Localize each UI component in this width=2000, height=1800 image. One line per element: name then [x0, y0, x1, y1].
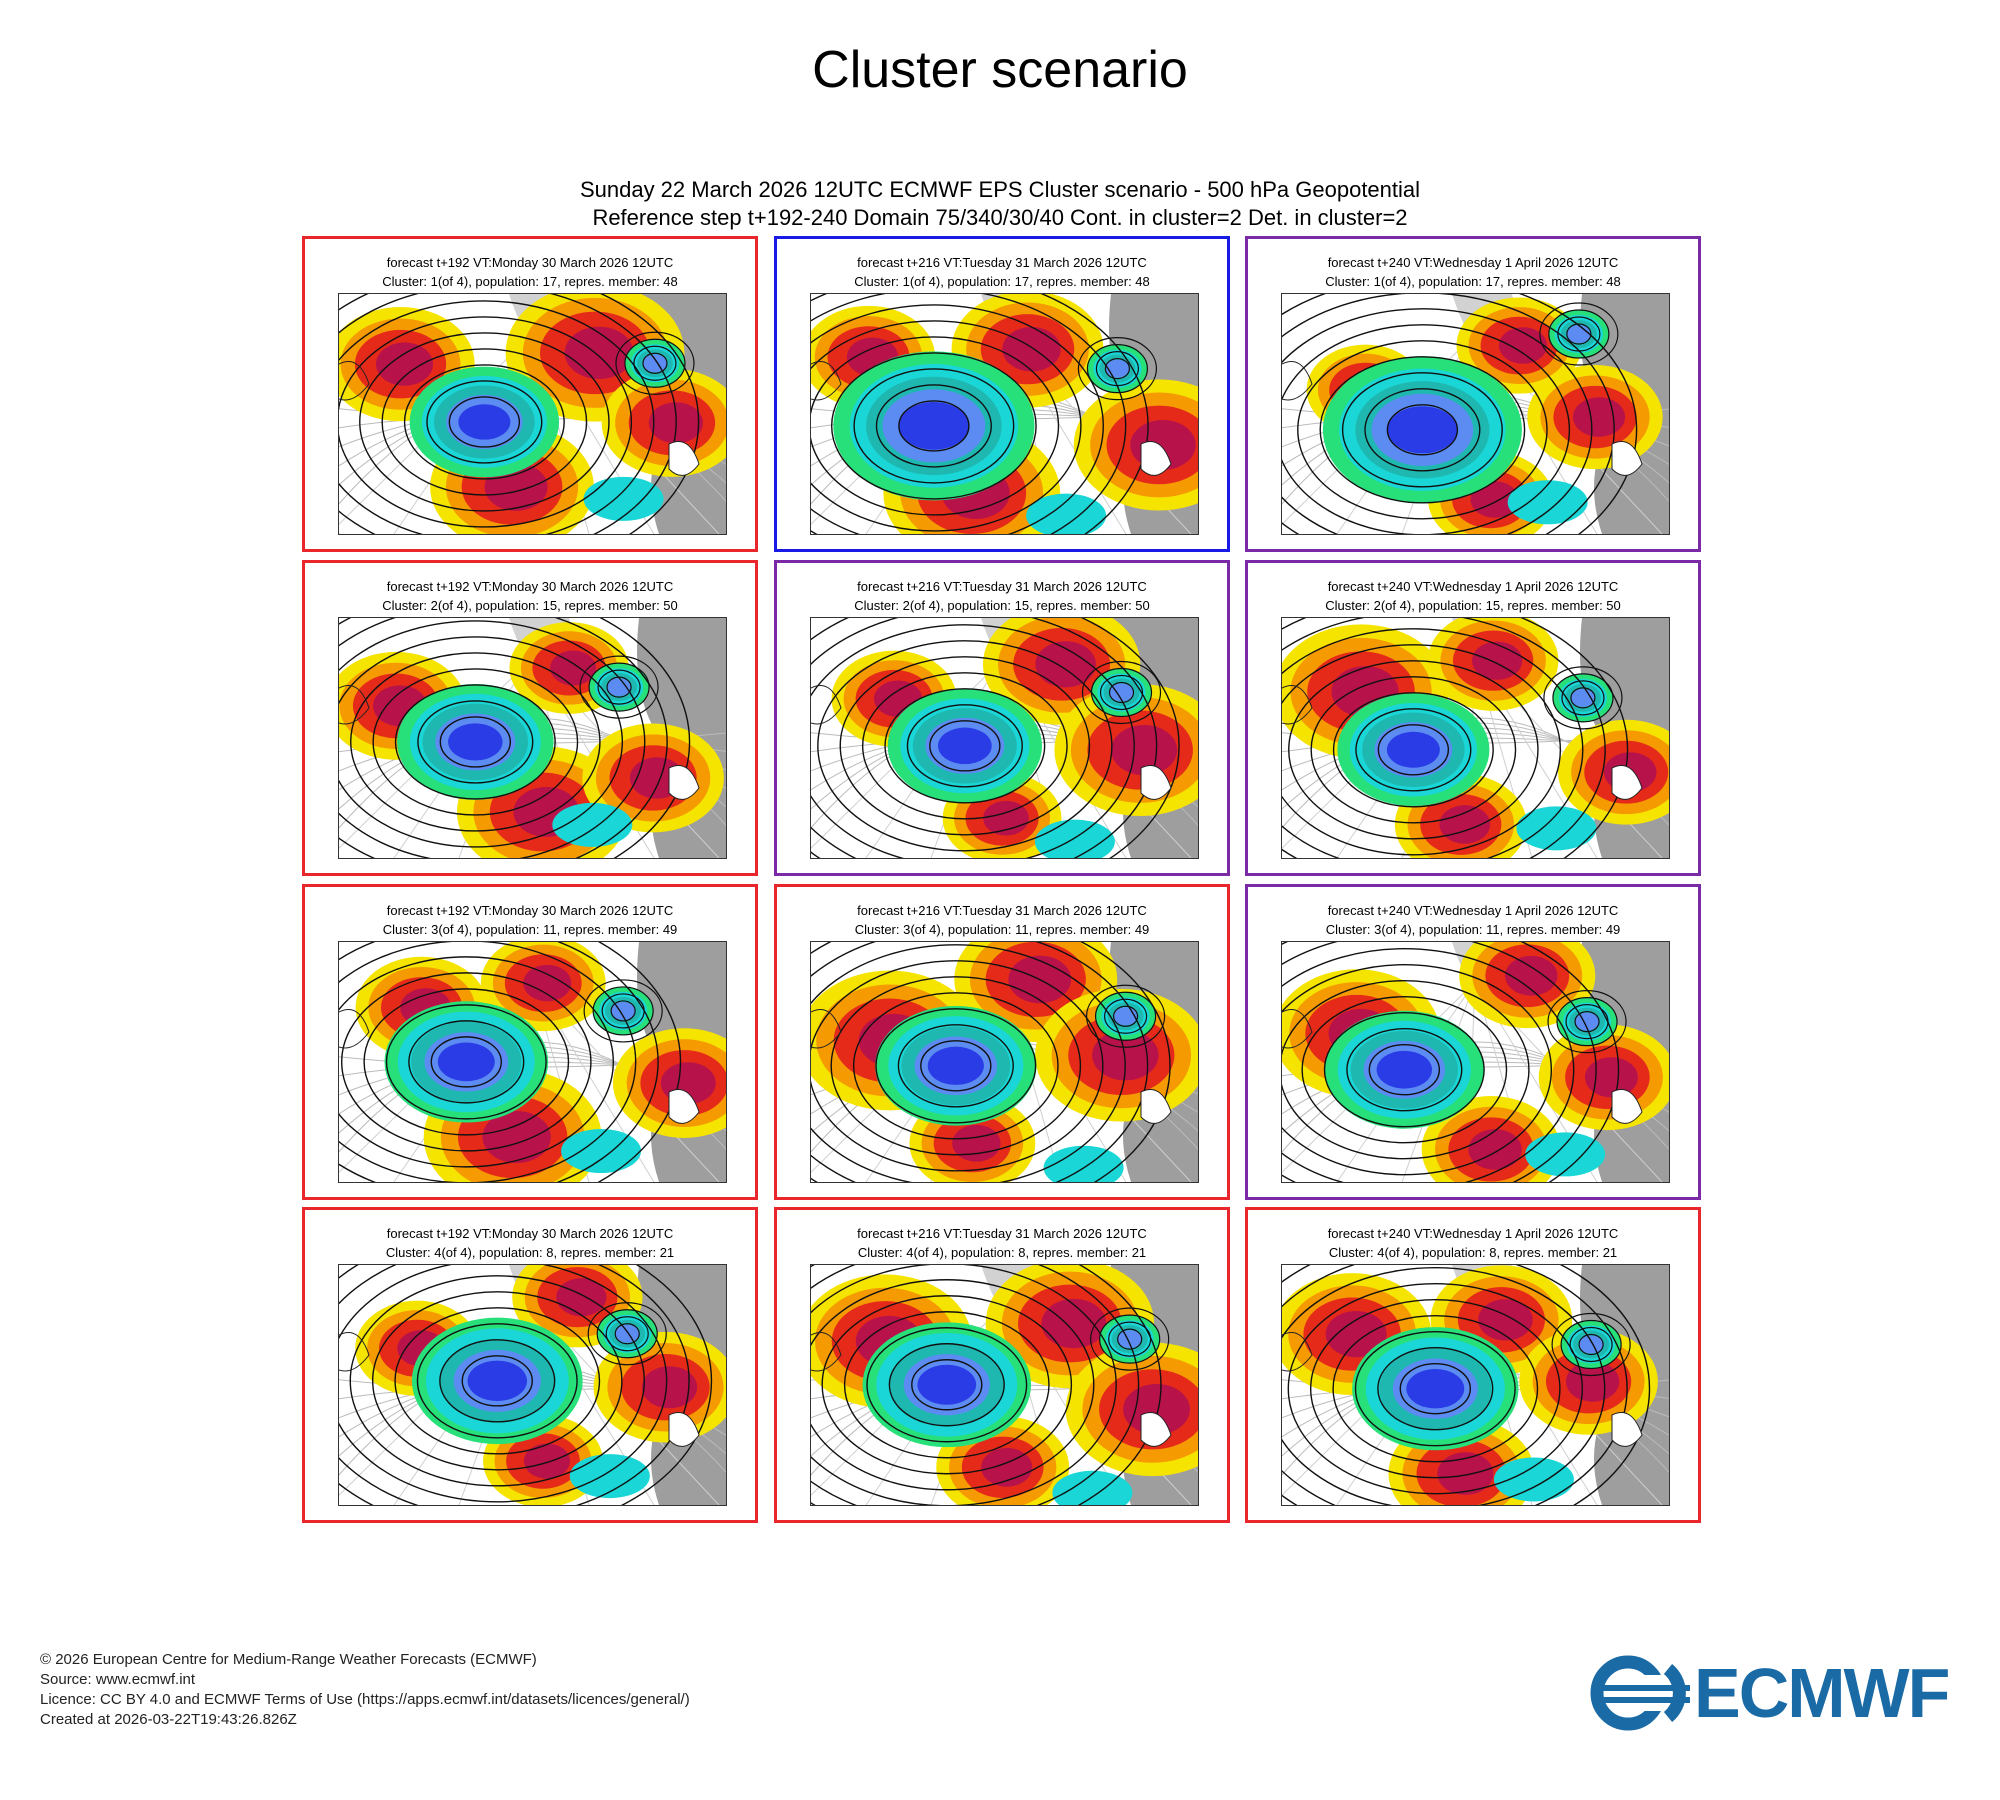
panel-forecast-label: forecast t+216 VT:Tuesday 31 March 2026 … — [857, 579, 1147, 594]
panel-caption: forecast t+240 VT:Wednesday 1 April 2026… — [1248, 1224, 1698, 1262]
footer-created: Created at 2026-03-22T19:43:26.826Z — [40, 1711, 297, 1728]
panel-forecast-label: forecast t+192 VT:Monday 30 March 2026 1… — [386, 579, 674, 594]
panel-cluster-3-col-2: forecast t+216 VT:Tuesday 31 March 2026 … — [774, 884, 1230, 1200]
panel-cluster-4-col-1: forecast t+192 VT:Monday 30 March 2026 1… — [302, 1207, 758, 1523]
panel-cluster-4-col-3: forecast t+240 VT:Wednesday 1 April 2026… — [1245, 1207, 1701, 1523]
panel-forecast-label: forecast t+240 VT:Wednesday 1 April 2026… — [1327, 579, 1619, 594]
geopotential-map — [1281, 941, 1670, 1183]
geopotential-map — [810, 1264, 1199, 1506]
geopotential-map — [810, 617, 1199, 859]
panel-cluster-2-col-3: forecast t+240 VT:Wednesday 1 April 2026… — [1245, 560, 1701, 876]
panel-caption: forecast t+192 VT:Monday 30 March 2026 1… — [305, 253, 755, 291]
panel-forecast-label: forecast t+240 VT:Wednesday 1 April 2026… — [1327, 1226, 1619, 1241]
panel-caption: forecast t+192 VT:Monday 30 March 2026 1… — [305, 1224, 755, 1262]
panel-cluster-label: Cluster: 2(of 4), population: 15, repres… — [854, 598, 1150, 613]
ecmwf-logo-icon — [1590, 1655, 1690, 1731]
ecmwf-logo: ECMWF — [1590, 1655, 1965, 1731]
panel-cluster-1-col-1: forecast t+192 VT:Monday 30 March 2026 1… — [302, 236, 758, 552]
panel-cluster-label: Cluster: 3(of 4), population: 11, repres… — [382, 922, 678, 937]
panel-cluster-label: Cluster: 4(of 4), population: 8, repres.… — [1328, 1245, 1618, 1260]
footer: © 2026 European Centre for Medium-Range … — [40, 1650, 690, 1730]
panel-cluster-label: Cluster: 3(of 4), population: 11, repres… — [1325, 922, 1621, 937]
panel-forecast-label: forecast t+240 VT:Wednesday 1 April 2026… — [1327, 255, 1619, 270]
geopotential-map — [338, 1264, 727, 1506]
panel-cluster-label: Cluster: 3(of 4), population: 11, repres… — [854, 922, 1150, 937]
footer-licence: Licence: CC BY 4.0 and ECMWF Terms of Us… — [40, 1691, 690, 1708]
geopotential-map — [810, 941, 1199, 1183]
panel-caption: forecast t+240 VT:Wednesday 1 April 2026… — [1248, 577, 1698, 615]
panel-caption: forecast t+240 VT:Wednesday 1 April 2026… — [1248, 253, 1698, 291]
chart-header: Sunday 22 March 2026 12UTC ECMWF EPS Clu… — [0, 176, 2000, 232]
panel-cluster-label: Cluster: 1(of 4), population: 17, repres… — [1325, 274, 1621, 289]
geopotential-map — [810, 293, 1199, 535]
geopotential-map — [338, 293, 727, 535]
panel-cluster-2-col-1: forecast t+192 VT:Monday 30 March 2026 1… — [302, 560, 758, 876]
panel-cluster-2-col-2: forecast t+216 VT:Tuesday 31 March 2026 … — [774, 560, 1230, 876]
panel-forecast-label: forecast t+240 VT:Wednesday 1 April 2026… — [1327, 903, 1619, 918]
panel-caption: forecast t+192 VT:Monday 30 March 2026 1… — [305, 577, 755, 615]
header-line-2: Reference step t+192-240 Domain 75/340/3… — [592, 205, 1408, 230]
panel-cluster-label: Cluster: 2(of 4), population: 15, repres… — [382, 598, 678, 613]
geopotential-map — [1281, 617, 1670, 859]
panel-cluster-label: Cluster: 1(of 4), population: 17, repres… — [382, 274, 678, 289]
geopotential-map — [1281, 293, 1670, 535]
panel-cluster-3-col-1: forecast t+192 VT:Monday 30 March 2026 1… — [302, 884, 758, 1200]
panel-cluster-4-col-2: forecast t+216 VT:Tuesday 31 March 2026 … — [774, 1207, 1230, 1523]
panel-caption: forecast t+216 VT:Tuesday 31 March 2026 … — [777, 577, 1227, 615]
panel-caption: forecast t+240 VT:Wednesday 1 April 2026… — [1248, 901, 1698, 939]
logo-text: ECMWF — [1694, 1654, 1950, 1732]
page-title: Cluster scenario — [812, 41, 1188, 99]
panel-cluster-label: Cluster: 4(of 4), population: 8, repres.… — [385, 1245, 675, 1260]
panel-forecast-label: forecast t+192 VT:Monday 30 March 2026 1… — [386, 903, 674, 918]
panel-cluster-label: Cluster: 1(of 4), population: 17, repres… — [854, 274, 1150, 289]
panel-forecast-label: forecast t+216 VT:Tuesday 31 March 2026 … — [857, 903, 1147, 918]
geopotential-map — [338, 617, 727, 859]
panel-caption: forecast t+216 VT:Tuesday 31 March 2026 … — [777, 1224, 1227, 1262]
geopotential-map — [338, 941, 727, 1183]
panel-forecast-label: forecast t+192 VT:Monday 30 March 2026 1… — [386, 1226, 674, 1241]
panel-caption: forecast t+216 VT:Tuesday 31 March 2026 … — [777, 901, 1227, 939]
footer-source: Source: www.ecmwf.int — [40, 1671, 196, 1688]
panel-cluster-1-col-3: forecast t+240 VT:Wednesday 1 April 2026… — [1245, 236, 1701, 552]
panel-cluster-1-col-2: forecast t+216 VT:Tuesday 31 March 2026 … — [774, 236, 1230, 552]
panel-cluster-label: Cluster: 2(of 4), population: 15, repres… — [1325, 598, 1621, 613]
panel-forecast-label: forecast t+216 VT:Tuesday 31 March 2026 … — [857, 1226, 1147, 1241]
footer-copyright: © 2026 European Centre for Medium-Range … — [40, 1651, 537, 1668]
panel-forecast-label: forecast t+192 VT:Monday 30 March 2026 1… — [386, 255, 674, 270]
panel-caption: forecast t+192 VT:Monday 30 March 2026 1… — [305, 901, 755, 939]
panel-cluster-3-col-3: forecast t+240 VT:Wednesday 1 April 2026… — [1245, 884, 1701, 1200]
panel-caption: forecast t+216 VT:Tuesday 31 March 2026 … — [777, 253, 1227, 291]
panel-forecast-label: forecast t+216 VT:Tuesday 31 March 2026 … — [857, 255, 1147, 270]
header-line-1: Sunday 22 March 2026 12UTC ECMWF EPS Clu… — [579, 177, 1421, 202]
geopotential-map — [1281, 1264, 1670, 1506]
panel-cluster-label: Cluster: 4(of 4), population: 8, repres.… — [857, 1245, 1147, 1260]
